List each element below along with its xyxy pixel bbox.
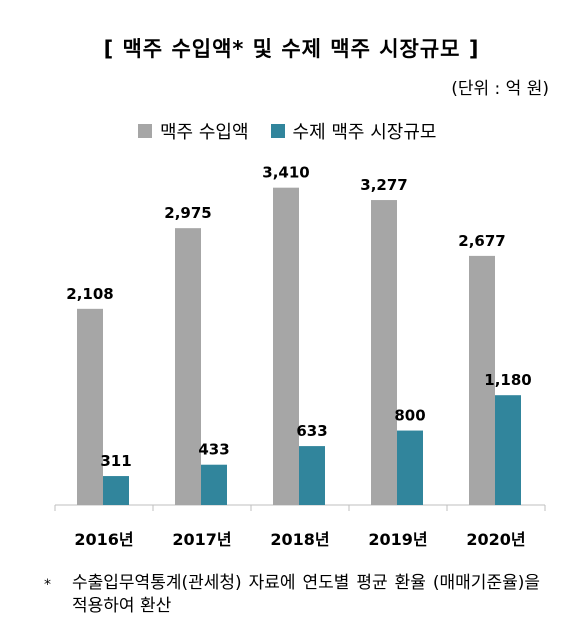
data-label-import: 3,410 — [262, 164, 309, 182]
legend-swatch-craft — [270, 124, 285, 138]
data-label-craft: 311 — [100, 452, 131, 470]
bar-import — [469, 255, 495, 505]
bar-craft — [397, 430, 423, 505]
legend-item-import: 맥주 수입액 — [138, 118, 249, 144]
chart-title: [ 맥주 수입액* 및 수제 맥주 시장규모 ] — [103, 37, 480, 61]
bar-import — [77, 308, 103, 505]
data-label-craft: 433 — [198, 441, 229, 459]
bar-craft — [495, 395, 521, 505]
bar-import — [175, 228, 201, 505]
bar-import — [371, 200, 397, 505]
bar-craft — [103, 476, 129, 505]
data-label-import: 2,677 — [458, 232, 505, 250]
legend-swatch-import — [138, 124, 152, 138]
data-label-import: 2,975 — [164, 204, 211, 222]
bar-import — [273, 187, 299, 506]
unit-label: (단위 : 억 원) — [451, 79, 549, 99]
legend-item-craft: 수제 맥주 시장규모 — [270, 118, 437, 144]
data-label-craft: 633 — [296, 422, 327, 440]
footnote-mark: * — [44, 577, 51, 593]
x-tick-label: 2017년 — [172, 530, 231, 549]
x-tick-label: 2018년 — [270, 530, 329, 549]
data-label-craft: 1,180 — [484, 371, 531, 389]
data-label-import: 3,277 — [360, 176, 407, 194]
bar-chart: 2,108 311 2016년 2,975 433 2017년 3,410 633 2018년 3… — [54, 164, 546, 549]
bar-craft — [201, 464, 227, 505]
x-tick-label: 2019년 — [368, 530, 427, 549]
x-tick-label: 2020년 — [466, 530, 525, 549]
legend: 맥주 수입액 수제 맥주 시장규모 — [138, 118, 458, 144]
footnote-text: 수출입무역통계(관세청) 자료에 연도별 평균 환율 (매매기준율)을 적용하여… — [72, 573, 540, 616]
bar-craft — [299, 446, 325, 505]
data-label-craft: 800 — [394, 407, 425, 425]
legend-label-import: 맥주 수입액 — [160, 122, 249, 143]
x-tick-label: 2016년 — [74, 530, 133, 549]
data-label-import: 2,108 — [66, 285, 113, 303]
legend-label-craft: 수제 맥주 시장규모 — [292, 122, 437, 143]
footnote: * 수출입무역통계(관세청) 자료에 연도별 평균 환율 (매매기준율)을 적용… — [44, 572, 540, 618]
